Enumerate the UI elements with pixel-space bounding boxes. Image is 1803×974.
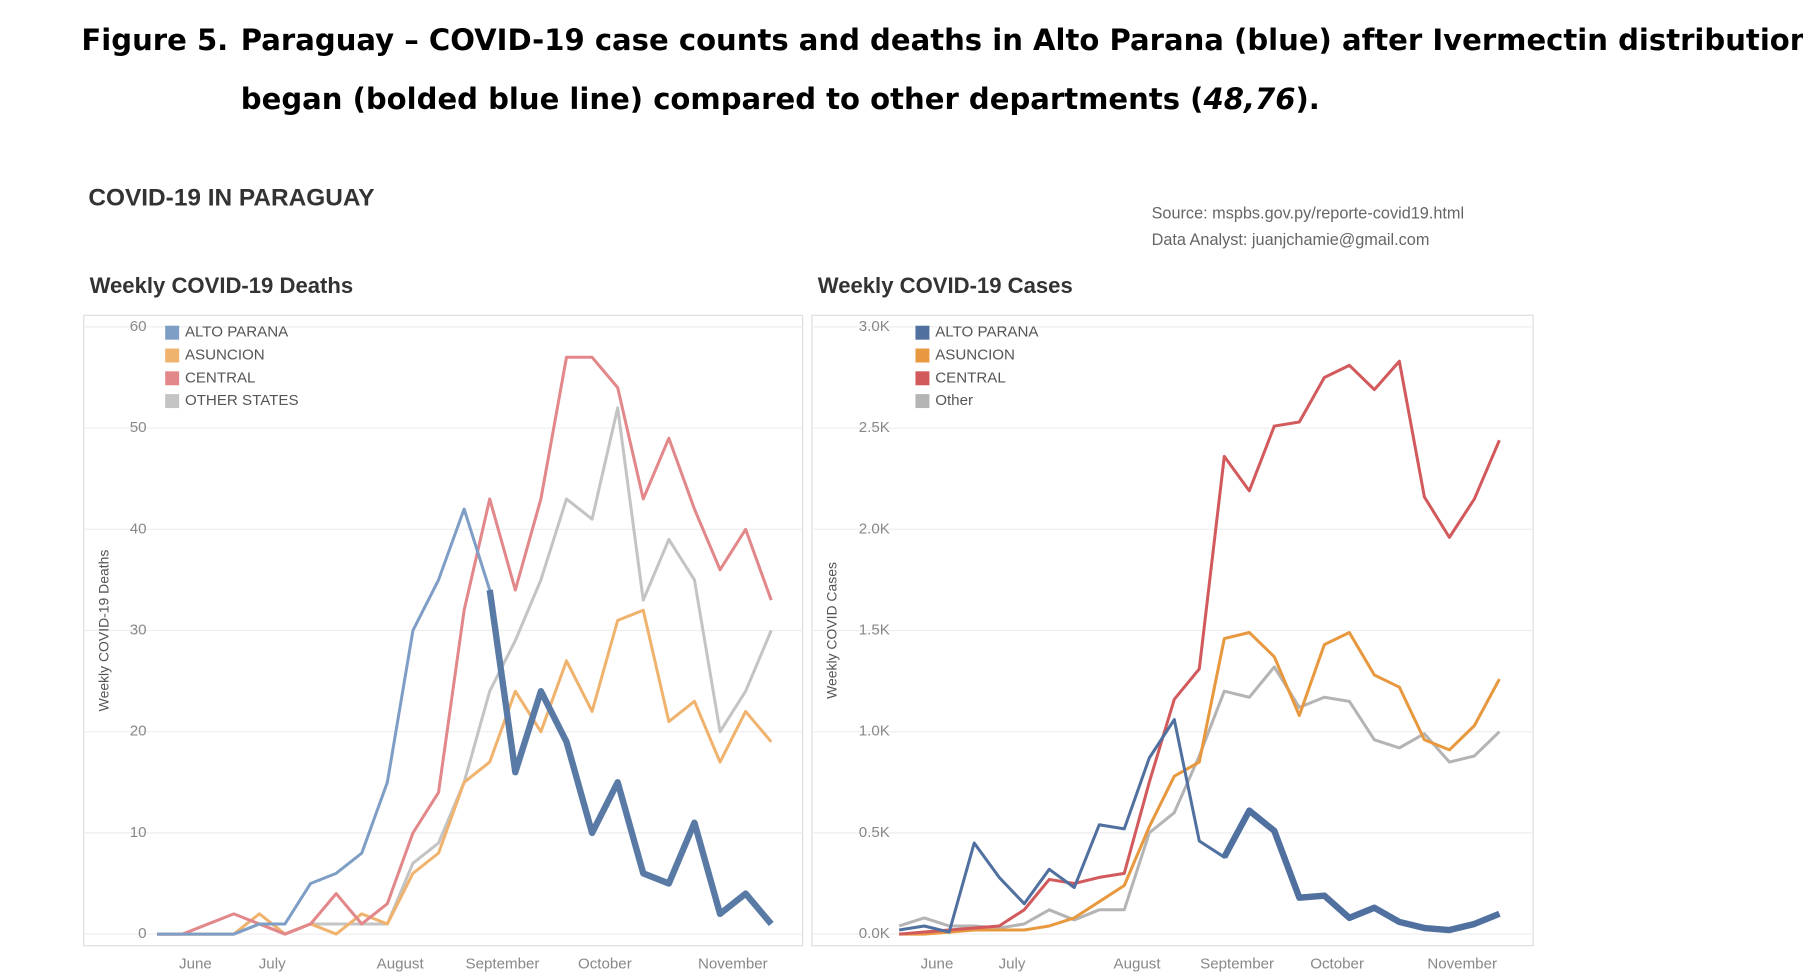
source: Data Analyst: juanjchamie@gmail.com [1152,231,1430,249]
legend-label: ASUNCION [935,346,1015,363]
legend-swatch [165,394,180,409]
caption-label: Figure 5. [81,23,228,57]
y-tick-label: 0 [138,925,146,942]
caption-text: began (bolded blue line) compared to oth… [241,82,1204,116]
legend-label: ALTO PARANA [185,324,289,341]
line [899,630,1501,936]
legend-label: CENTRAL [185,369,256,386]
y-tick-label: 0.0K [859,925,890,942]
y-tick-label: 40 [130,520,147,537]
y-tick-label: 1.0K [859,723,890,740]
caption-end: ). [1295,82,1319,116]
legend-swatch [165,325,180,340]
chart-title: Weekly COVID-19 Deaths [90,273,354,298]
legend-label: OTHER STATES [185,392,299,409]
bold-line [486,589,774,927]
legend-swatch [915,394,930,409]
y-tick-label: 30 [130,621,147,638]
legend-swatch [915,325,930,340]
legend-swatch [915,348,930,363]
x-tick-label: October [1310,955,1364,972]
x-tick-label: October [578,955,632,972]
x-tick-label: July [259,955,286,972]
legend-label: CENTRAL [935,369,1006,386]
caption-refs: 48,76 [1202,82,1295,116]
line [157,608,773,936]
legend-label: ALTO PARANA [935,324,1039,341]
line [157,507,773,936]
bold-line [1221,807,1501,934]
x-tick-label: November [698,955,768,972]
y-tick-label: 60 [130,318,147,335]
y-tick-label: 0.5K [859,824,890,841]
source: Source: mspbs.gov.py/reporte-covid19.htm… [1152,204,1465,222]
x-tick-label: August [377,955,425,972]
y-tick-label: 2.5K [859,419,890,436]
y-axis-title: Weekly COVID-19 Deaths [95,550,111,712]
y-tick-label: 50 [130,419,147,436]
legend-swatch [915,371,930,386]
header: COVID-19 IN PARAGUAY [88,184,374,211]
y-tick-label: 20 [130,723,147,740]
x-tick-label: November [1427,955,1497,972]
y-axis-title: Weekly COVID Cases [824,562,840,699]
x-tick-label: July [999,955,1026,972]
y-tick-label: 3.0K [859,318,890,335]
caption-line: began (bolded blue line) compared to oth… [241,82,1320,116]
x-tick-label: June [179,955,212,972]
line [899,359,1501,936]
legend-swatch [165,371,180,386]
y-tick-label: 10 [130,824,147,841]
legend-label: Other [935,392,973,409]
legend-label: ASUNCION [185,346,265,363]
x-tick-label: August [1114,955,1162,972]
legend-swatch [165,348,180,363]
y-tick-label: 2.0K [859,520,890,537]
line [898,718,1500,934]
x-tick-label: September [466,955,540,972]
x-tick-label: June [921,955,954,972]
y-tick-label: 1.5K [859,621,890,638]
x-tick-label: September [1200,955,1274,972]
caption-line: Paraguay – COVID-19 case counts and deat… [241,23,1803,57]
line [157,355,773,936]
chart-title: Weekly COVID-19 Cases [818,273,1073,298]
